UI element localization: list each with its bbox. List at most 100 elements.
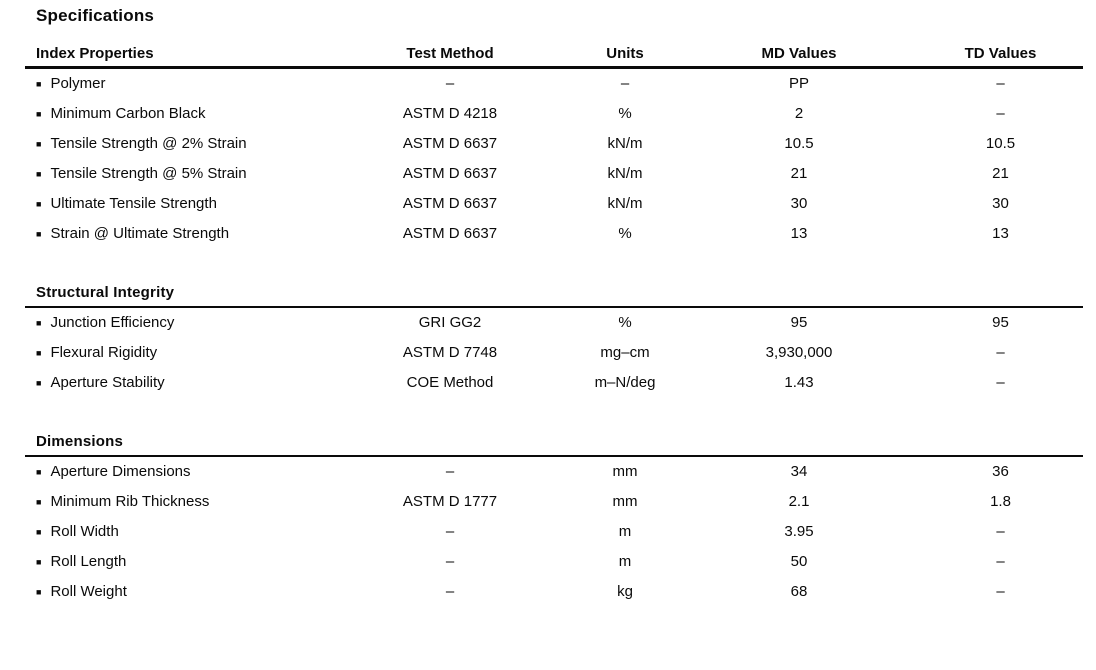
md-value-cell: 34 (790, 463, 808, 480)
table-row: ■ Flexural Rigidity ASTM D 7748 mg–cm 3,… (25, 338, 1083, 368)
td-value-cell: 10.5 (985, 135, 1016, 152)
bullet-square-icon: ■ (36, 586, 42, 597)
test-method-cell: ASTM D 6637 (402, 165, 498, 182)
section-rule (25, 454, 1083, 457)
property-cell: ■ Aperture Stability (25, 374, 330, 391)
td-value-cell: 30 (992, 195, 1009, 212)
bullet-square-icon: ■ (36, 317, 42, 328)
property-cell: ■ Minimum Carbon Black (25, 105, 330, 122)
units-cell: % (618, 314, 632, 331)
property-label: Aperture Stability (50, 374, 165, 391)
test-method-cell: – (445, 463, 455, 480)
table-row: ■ Roll Weight – kg 68 – (25, 577, 1083, 607)
units-cell: mm (612, 493, 638, 510)
property-label: Tensile Strength @ 2% Strain (50, 135, 247, 152)
column-header-md-values: MD Values (761, 44, 837, 62)
td-value-cell: – (996, 344, 1005, 361)
property-label: Minimum Carbon Black (50, 105, 206, 122)
md-value-cell: 68 (790, 583, 808, 600)
page-title: Specifications (36, 6, 155, 25)
property-cell: ■ Roll Width (25, 523, 330, 540)
td-value-cell: – (996, 523, 1005, 540)
td-value-cell: 36 (992, 463, 1009, 480)
td-value-cell: – (996, 105, 1005, 122)
units-cell: mg–cm (600, 344, 650, 361)
units-cell: m (618, 523, 632, 540)
property-cell: ■ Tensile Strength @ 5% Strain (25, 165, 330, 182)
td-value-cell: 13 (992, 225, 1009, 242)
md-value-cell: 30 (790, 195, 808, 212)
bullet-square-icon: ■ (36, 168, 42, 179)
table-row: ■ Junction Efficiency GRI GG2 % 95 95 (25, 308, 1083, 338)
units-cell: kg (617, 583, 633, 600)
test-method-cell: ASTM D 6637 (402, 135, 498, 152)
table-sections: ■ Polymer – – PP – ■ Minimum Carbon Blac… (25, 69, 1083, 607)
table-row: ■ Strain @ Ultimate Strength ASTM D 6637… (25, 219, 1083, 249)
bullet-square-icon: ■ (36, 228, 42, 239)
bullet-square-icon: ■ (36, 198, 42, 209)
property-cell: ■ Aperture Dimensions (25, 463, 330, 480)
property-cell: ■ Minimum Rib Thickness (25, 493, 330, 510)
property-cell: ■ Polymer (25, 75, 330, 92)
table-row: ■ Aperture Stability COE Method m–N/deg … (25, 368, 1083, 398)
table-row: ■ Roll Width – m 3.95 – (25, 517, 1083, 547)
section-heading-label: Dimensions (36, 432, 124, 450)
property-cell: ■ Roll Length (25, 553, 330, 570)
md-value-cell: 3.95 (784, 523, 814, 540)
header-rule (25, 66, 1083, 69)
test-method-cell: ASTM D 7748 (402, 344, 498, 361)
td-value-cell: – (996, 583, 1005, 600)
units-cell: kN/m (607, 165, 643, 182)
property-label: Polymer (50, 75, 106, 92)
property-cell: ■ Flexural Rigidity (25, 344, 330, 361)
property-cell: ■ Tensile Strength @ 2% Strain (25, 135, 330, 152)
md-value-cell: PP (788, 75, 809, 92)
column-header-test-method: Test Method (406, 44, 494, 62)
property-label: Roll Width (50, 523, 119, 540)
table-row: ■ Tensile Strength @ 5% Strain ASTM D 66… (25, 159, 1083, 189)
md-value-cell: 2.1 (788, 493, 810, 510)
units-cell: % (618, 105, 632, 122)
property-label: Ultimate Tensile Strength (50, 195, 217, 212)
md-value-cell: 95 (790, 314, 808, 331)
test-method-cell: COE Method (406, 374, 494, 391)
property-label: Roll Weight (50, 583, 127, 600)
bullet-square-icon: ■ (36, 526, 42, 537)
table-row: ■ Aperture Dimensions – mm 34 36 (25, 457, 1083, 487)
md-value-cell: 2 (794, 105, 804, 122)
property-cell: ■ Strain @ Ultimate Strength (25, 225, 330, 242)
units-cell: mm (612, 463, 638, 480)
property-label: Minimum Rib Thickness (50, 493, 210, 510)
property-cell: ■ Junction Efficiency (25, 314, 330, 331)
bullet-square-icon: ■ (36, 496, 42, 507)
md-value-cell: 1.43 (784, 374, 814, 391)
units-cell: – (620, 75, 630, 92)
section-rule (25, 305, 1083, 308)
property-label: Roll Length (50, 553, 127, 570)
column-header-units: Units (606, 44, 644, 62)
table-row: ■ Minimum Carbon Black ASTM D 4218 % 2 – (25, 99, 1083, 129)
units-cell: m–N/deg (594, 374, 656, 391)
test-method-cell: ASTM D 6637 (402, 225, 498, 242)
td-value-cell: 95 (992, 314, 1009, 331)
md-value-cell: 3,930,000 (765, 344, 833, 361)
test-method-cell: – (445, 75, 455, 92)
units-cell: m (618, 553, 632, 570)
bullet-square-icon: ■ (36, 556, 42, 567)
bullet-square-icon: ■ (36, 347, 42, 358)
property-cell: ■ Roll Weight (25, 583, 330, 600)
bullet-square-icon: ■ (36, 466, 42, 477)
md-value-cell: 50 (790, 553, 808, 570)
units-cell: kN/m (607, 135, 643, 152)
section-heading-label: Structural Integrity (36, 283, 175, 301)
md-value-cell: 10.5 (784, 135, 814, 152)
property-label: Strain @ Ultimate Strength (50, 225, 230, 242)
column-header-index-properties: Index Properties (36, 44, 154, 62)
bullet-square-icon: ■ (36, 78, 42, 89)
column-header-td-values: TD Values (964, 44, 1037, 62)
section-heading-block: Structural Integrity (25, 282, 1083, 308)
test-method-cell: ASTM D 1777 (402, 493, 498, 510)
test-method-cell: – (445, 523, 455, 540)
property-label: Aperture Dimensions (50, 463, 191, 480)
